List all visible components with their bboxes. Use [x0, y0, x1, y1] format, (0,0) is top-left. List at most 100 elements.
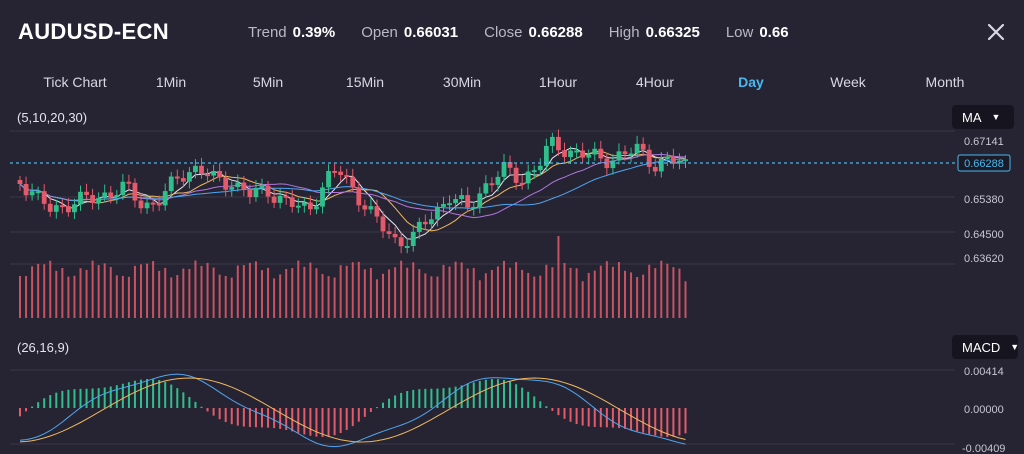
macd-bar	[478, 380, 481, 408]
volume-bar	[279, 274, 282, 318]
macd-bar	[224, 408, 227, 423]
macd-bar	[182, 392, 185, 408]
tab-tick-chart[interactable]: Tick Chart	[43, 74, 107, 90]
macd-bar	[684, 408, 687, 434]
volume-bar	[418, 269, 421, 318]
candle-body	[108, 192, 114, 198]
macd-bar	[188, 396, 191, 408]
indicator-label: MACD	[962, 339, 1001, 355]
price-tick: 0.64500	[964, 229, 1004, 241]
volume-bar	[242, 265, 245, 318]
macd-bar	[303, 408, 306, 435]
volume-bar	[248, 262, 251, 318]
volume-bar	[436, 276, 439, 318]
macd-bar	[97, 388, 100, 408]
volume-bar	[460, 262, 463, 318]
tab-5min[interactable]: 5Min	[252, 74, 284, 90]
candle-body	[29, 191, 35, 196]
macd-bar	[79, 388, 82, 408]
macd-bar	[285, 408, 288, 431]
candle-body	[72, 204, 77, 213]
macd-bar	[267, 408, 270, 428]
tab-week[interactable]: Week	[830, 74, 866, 90]
candle-body	[241, 182, 247, 190]
macd-bar	[109, 386, 112, 408]
volume-bar	[617, 262, 620, 318]
volume-bar	[73, 275, 76, 318]
close-icon	[987, 23, 1005, 41]
indicator-label: MA	[962, 109, 982, 125]
macd-bar	[230, 408, 233, 425]
volume-bar	[97, 265, 100, 318]
candle-body	[350, 176, 356, 188]
candle-body	[41, 191, 47, 204]
candle-body	[580, 150, 586, 158]
volume-bar	[79, 268, 82, 318]
tab-day[interactable]: Day	[738, 74, 764, 90]
ma-line	[19, 147, 686, 240]
timeframe-tabs: Tick Chart 1Min 5Min 15Min 30Min 1Hour 4…	[0, 66, 1024, 98]
candle-body	[501, 161, 507, 177]
volume-bar	[557, 236, 560, 318]
tab-4hour[interactable]: 4Hour	[635, 74, 675, 90]
macd-bar	[624, 408, 626, 429]
indicator-dropdown-ma[interactable]: MA ▼	[952, 105, 1014, 129]
macd-bar	[200, 406, 203, 408]
volume-bar	[236, 265, 239, 318]
tab-1hour[interactable]: 1Hour	[538, 74, 578, 90]
tab-month[interactable]: Month	[925, 74, 965, 90]
candle-body	[356, 187, 362, 206]
macd-bar	[630, 408, 633, 430]
candle-body	[586, 154, 592, 158]
macd-bar	[678, 408, 681, 436]
tab-1min[interactable]: 1Min	[155, 74, 187, 90]
candle-body	[471, 206, 477, 209]
volume-bar	[109, 266, 112, 318]
macd-bar	[363, 408, 366, 417]
volume-bar	[315, 268, 318, 318]
price-tick: 0.67141	[964, 136, 1004, 148]
macd-tick: 0.00000	[964, 404, 1004, 416]
symbol-title: AUDUSD-ECN	[18, 19, 169, 44]
macd-bar	[158, 380, 161, 408]
macd-bar	[521, 387, 524, 408]
macd-bar	[551, 408, 554, 411]
volume-bar	[206, 262, 209, 318]
volume-bar	[424, 273, 427, 318]
tab-15min[interactable]: 15Min	[345, 74, 385, 90]
stat-label: High	[608, 24, 640, 41]
volume-bar	[503, 260, 505, 318]
current-price-tag	[957, 154, 1011, 172]
candle-body	[78, 191, 83, 205]
macd-bar	[436, 388, 439, 408]
candle-body	[47, 203, 53, 212]
candle-body	[671, 156, 676, 164]
macd-tick: -0.00409	[962, 443, 1005, 454]
volume-bar	[345, 265, 348, 318]
candle-body	[174, 176, 180, 179]
candle-body	[301, 202, 307, 206]
candle-body	[640, 143, 646, 150]
macd-bar	[454, 386, 457, 408]
volume-bar	[121, 275, 124, 318]
candle-body	[652, 166, 658, 172]
stat-open: Open 0.66031	[361, 24, 458, 41]
macd-bar	[140, 379, 142, 408]
macd-bar	[533, 396, 536, 408]
volume-bar	[369, 267, 372, 318]
candle-body	[211, 171, 216, 176]
macd-bar	[345, 408, 348, 430]
macd-bar	[448, 387, 451, 408]
volume-bar	[152, 261, 155, 318]
volume-bar	[285, 268, 288, 318]
indicator-dropdown-macd[interactable]: MACD ▼	[952, 335, 1019, 359]
close-button[interactable]	[984, 20, 1008, 44]
volume-bar	[303, 266, 306, 318]
tab-30min[interactable]: 30Min	[442, 74, 482, 90]
volume-bar	[43, 264, 46, 318]
price-tick: 0.63620	[964, 253, 1004, 265]
volume-bar	[146, 263, 149, 318]
candle-body	[477, 193, 483, 207]
volume-bar	[254, 261, 257, 318]
volume-bar	[333, 277, 336, 318]
